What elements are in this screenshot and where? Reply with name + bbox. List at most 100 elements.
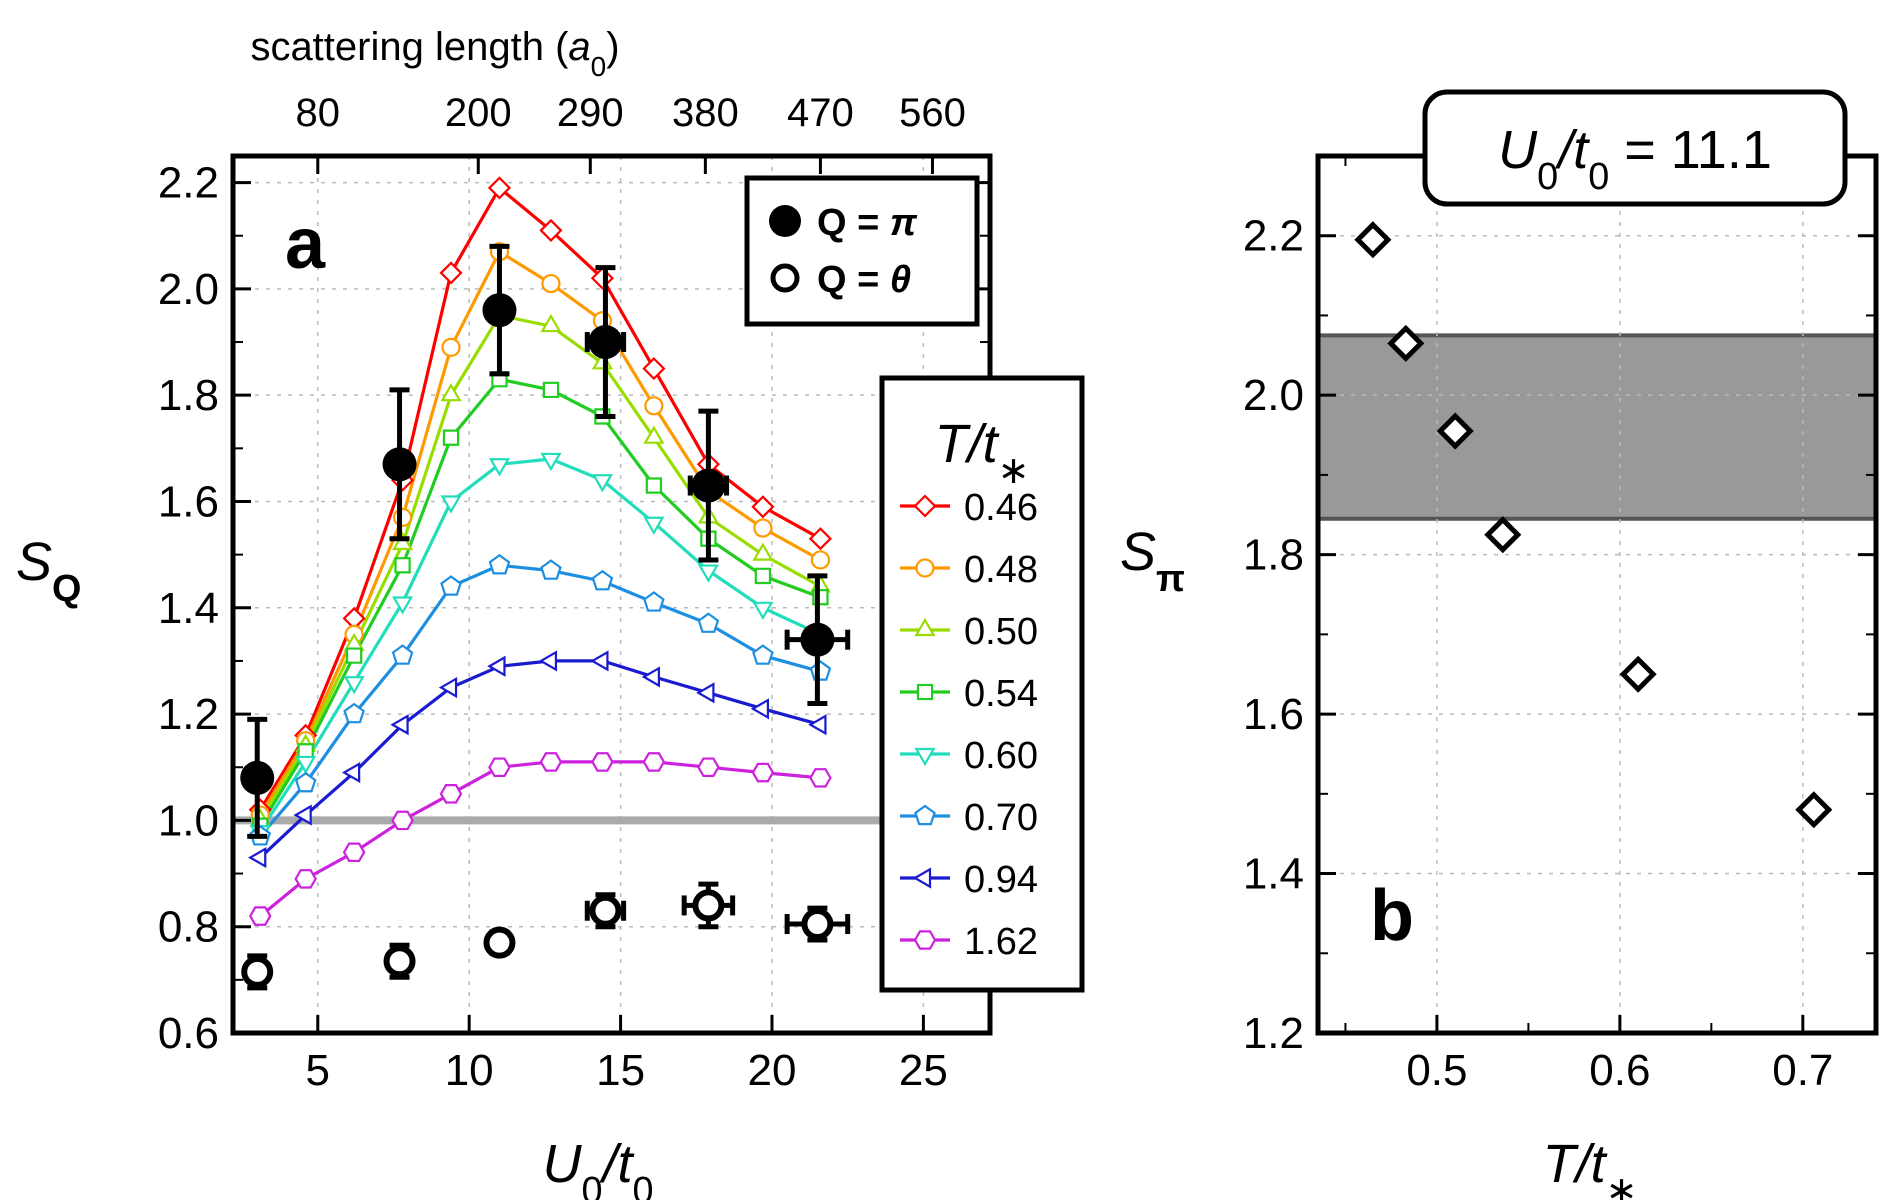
y-tick-label: 1.2: [158, 690, 219, 739]
shaded-band: [1316, 333, 1878, 521]
data-point: [751, 495, 775, 519]
data-point: [439, 784, 463, 804]
data-point: [439, 261, 463, 285]
data-point: [1354, 221, 1392, 259]
x-tick-label: 15: [596, 1046, 645, 1095]
legend-t-box: [879, 375, 1085, 993]
experiment-point: [800, 622, 835, 657]
data-point: [752, 601, 774, 620]
data-point: [542, 381, 560, 399]
x-axis-label: T/t∗: [1543, 1134, 1638, 1200]
legend-q: Q = π Q = θ: [744, 175, 980, 327]
y-tick-label: 1.4: [1243, 850, 1304, 899]
data-point: [591, 569, 614, 591]
legend-label: 0.50: [964, 611, 1038, 653]
data-point: [642, 752, 666, 772]
legend-q-box: [744, 175, 980, 327]
series-line: [259, 563, 821, 838]
panel-letter-b: b: [1370, 876, 1414, 956]
legend-marker: [912, 867, 932, 889]
data-point: [391, 810, 414, 831]
data-point: [440, 575, 462, 596]
legend-t-title: T/t∗: [935, 414, 1030, 492]
data-point: [392, 531, 414, 551]
experiment-point: [482, 293, 517, 328]
y-tick-label: 2.2: [158, 159, 219, 208]
experiment-point: [589, 894, 622, 927]
legend-marker: [916, 683, 934, 701]
data-point: [809, 768, 832, 788]
data-point: [441, 337, 461, 357]
data-point: [539, 218, 563, 242]
legend-label: 0.48: [964, 549, 1038, 591]
data-point: [540, 313, 562, 333]
experiment-point: [588, 325, 623, 360]
data-point: [487, 655, 506, 677]
data-point: [809, 660, 832, 681]
data-point: [345, 647, 363, 664]
legend-label: 0.60: [964, 735, 1038, 777]
data-point: [697, 612, 720, 633]
legend-filled-circle: [769, 205, 801, 237]
y-tick-label: 2.2: [1243, 212, 1304, 261]
data-point: [538, 650, 558, 672]
top-tick-label: 380: [672, 91, 739, 135]
data-point: [248, 847, 267, 869]
data-point: [440, 495, 462, 514]
data-point: [644, 396, 664, 416]
x-tick-label: 25: [899, 1046, 948, 1095]
legend-marker: [914, 804, 936, 826]
data-point: [541, 273, 561, 294]
series-line: [258, 185, 822, 811]
data-point: [1436, 412, 1474, 450]
top-axis-label: scattering length (a0): [250, 25, 619, 82]
x-axis-label: U0/t0: [542, 1134, 653, 1200]
data-point: [294, 771, 317, 793]
data-point: [642, 357, 666, 381]
data-point: [341, 761, 361, 784]
experiment-point: [241, 955, 274, 988]
experiment-point: [240, 760, 275, 795]
y-axis-label: SQ: [16, 532, 81, 610]
data-point: [645, 477, 663, 494]
data-point: [343, 676, 365, 695]
legend-marker: [915, 558, 935, 578]
data-point: [394, 557, 411, 574]
data-point: [1795, 791, 1833, 829]
y-tick-label: 1.8: [1243, 531, 1304, 580]
data-point: [438, 676, 458, 699]
top-tick-label: 560: [899, 91, 966, 135]
y-tick-label: 2.0: [158, 265, 219, 314]
data-point: [591, 474, 613, 493]
series-line: [258, 377, 821, 827]
y-tick-label: 2.0: [1243, 371, 1304, 420]
data-point: [539, 752, 563, 772]
data-point: [343, 702, 365, 724]
data-point: [643, 591, 665, 612]
data-point: [488, 757, 511, 777]
legend-open-circle: [770, 263, 800, 293]
x-tick-label: 10: [445, 1046, 494, 1095]
data-point: [643, 425, 665, 444]
panel-b: 1.2 1.4 1.6 1.8 2.0 2.2 0.5 0.6 0.7 T/t∗ Sπ b U0/t0 …: [1120, 89, 1879, 1200]
data-point: [808, 527, 832, 551]
data-point: [750, 698, 769, 720]
data-point: [591, 752, 614, 772]
data-point: [754, 567, 772, 585]
y-tick-label: 1.6: [1243, 690, 1304, 739]
data-point: [641, 666, 660, 688]
y-tick-label: 1.2: [1243, 1009, 1304, 1058]
data-point: [442, 429, 460, 446]
legend-q-theta: Q = θ: [817, 259, 911, 301]
legend-label: 0.54: [964, 673, 1038, 715]
y-tick-label: 1.4: [158, 584, 219, 633]
y-axis-label: Sπ: [1120, 522, 1185, 600]
y-tick-label: 0.8: [158, 903, 219, 952]
legend-label: 1.62: [964, 921, 1038, 963]
x-tick-label: 0.6: [1589, 1046, 1650, 1095]
data-point: [1484, 516, 1522, 554]
top-tick-label: 290: [557, 91, 624, 135]
panel-letter-a: a: [285, 204, 326, 284]
top-tick-label: 80: [296, 91, 341, 135]
